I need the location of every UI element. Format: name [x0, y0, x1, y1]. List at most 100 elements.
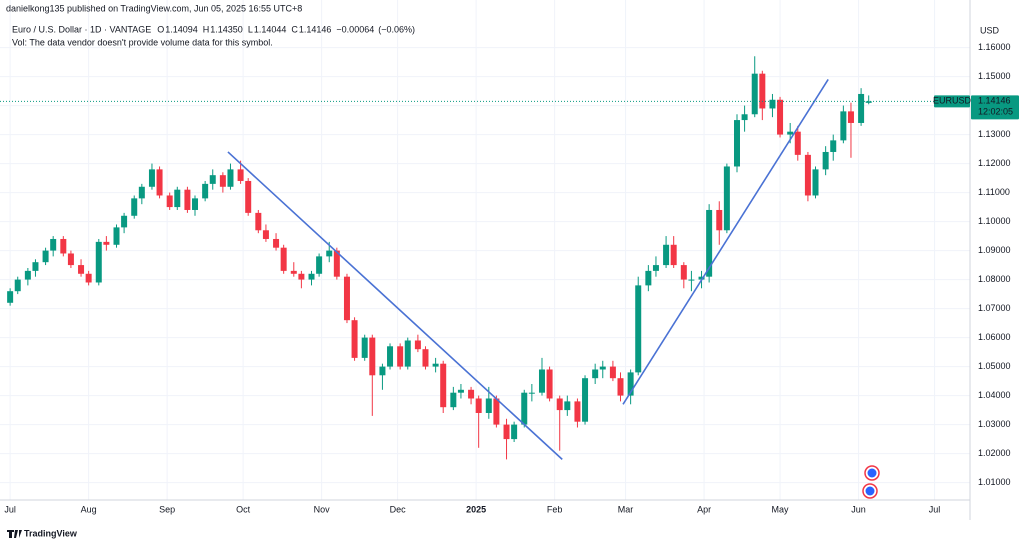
candle-body — [804, 154, 811, 196]
x-tick-label: Apr — [697, 504, 711, 514]
candle-body — [680, 265, 687, 280]
x-tick-label: Dec — [390, 504, 407, 514]
ohlc-key: O — [157, 24, 164, 34]
candle-body — [787, 131, 794, 135]
candle-body — [769, 99, 776, 109]
y-tick-label: 1.02000 — [978, 448, 1011, 458]
candle-body — [582, 378, 589, 422]
candle-body — [485, 398, 492, 413]
y-tick-label: 1.16000 — [978, 42, 1011, 52]
candle-body — [262, 230, 269, 239]
x-tick-label: Oct — [236, 504, 251, 514]
candle-body — [361, 337, 368, 358]
y-tick-label: 1.10000 — [978, 216, 1011, 226]
candle-body — [564, 401, 571, 411]
candle-body — [609, 366, 616, 379]
candle-body — [113, 227, 120, 245]
publish-note: danielkong135 published on TradingView.c… — [6, 3, 302, 13]
y-tick-label: 1.07000 — [978, 303, 1011, 313]
candle-body — [723, 166, 730, 231]
candle-body — [298, 273, 305, 280]
ohlc-key: L — [248, 24, 253, 34]
symbol-name: EURUSD — [933, 96, 972, 106]
candle-body — [546, 369, 553, 399]
x-tick-label: Nov — [314, 504, 331, 514]
candle-body — [14, 279, 21, 292]
candle-body — [85, 273, 92, 283]
y-tick-label: 1.08000 — [978, 274, 1011, 284]
candle-body — [184, 189, 191, 210]
candle-body — [822, 151, 829, 170]
candle-body — [138, 186, 145, 199]
x-tick-label: Jul — [4, 504, 16, 514]
candle-body — [865, 101, 872, 103]
candle-body — [95, 241, 102, 283]
candle-body — [227, 169, 234, 187]
candle-body — [308, 273, 315, 280]
candle-body — [32, 262, 39, 271]
candle-body — [830, 140, 837, 152]
y-tick-label: 1.03000 — [978, 419, 1011, 429]
candle-body — [670, 244, 677, 266]
candle-body — [652, 265, 659, 271]
x-tick-label: 2025 — [466, 504, 486, 514]
candle-body — [759, 73, 766, 109]
candle-body — [174, 189, 181, 208]
candle-body — [343, 276, 350, 321]
candle-body — [379, 366, 386, 376]
candle-body — [440, 363, 447, 408]
candle-body — [847, 111, 854, 123]
ohlc-key: C — [291, 24, 298, 34]
y-tick-label: 1.01000 — [978, 477, 1011, 487]
ohlc-value: 1.14044 — [254, 24, 287, 34]
candle-body — [432, 363, 439, 367]
volume-note: Vol: The data vendor doesn't provide vol… — [12, 37, 273, 47]
candle-body — [245, 180, 252, 213]
y-tick-label: 1.06000 — [978, 332, 1011, 342]
ohlc-key: H — [203, 24, 210, 34]
candle-body — [716, 209, 723, 231]
candle-body — [538, 369, 545, 393]
candle-body — [741, 114, 748, 121]
candle-body — [706, 209, 713, 277]
candle-body — [812, 169, 819, 196]
candle-body — [794, 131, 801, 155]
candle-body — [468, 389, 475, 399]
candle-body — [733, 120, 740, 167]
candle-body — [78, 265, 85, 274]
candle-body — [397, 346, 404, 367]
x-tick-label: Jun — [851, 504, 866, 514]
trend-line — [227, 151, 563, 460]
candle-body — [273, 238, 280, 248]
candle-body — [592, 369, 599, 379]
candle-body — [777, 99, 784, 135]
y-tick-label: 1.05000 — [978, 361, 1011, 371]
candle-body — [751, 73, 758, 115]
candle-body — [387, 346, 394, 367]
candle-body — [450, 392, 457, 408]
candle-body — [209, 175, 216, 184]
candle-body — [663, 244, 670, 266]
event-icon-dot — [865, 486, 875, 496]
candle-body — [7, 291, 14, 303]
candle-body — [156, 169, 163, 196]
y-tick-label: 1.09000 — [978, 245, 1011, 255]
candle-body — [166, 195, 173, 208]
candle-body — [404, 340, 411, 367]
ohlc-value: 1.14146 — [299, 24, 332, 34]
candle-body — [858, 93, 865, 123]
ohlc-value: 1.14350 — [210, 24, 243, 34]
candle-body — [528, 392, 535, 394]
candle-body — [237, 169, 244, 181]
candle-body — [645, 270, 652, 286]
candle-body — [369, 337, 376, 376]
y-tick-label: 1.04000 — [978, 390, 1011, 400]
candle-body — [457, 389, 464, 393]
candle-body — [840, 111, 847, 141]
candle-body — [511, 424, 518, 440]
y-tick-label: 1.12000 — [978, 158, 1011, 168]
candle-body — [617, 378, 624, 396]
candle-body — [574, 401, 581, 422]
